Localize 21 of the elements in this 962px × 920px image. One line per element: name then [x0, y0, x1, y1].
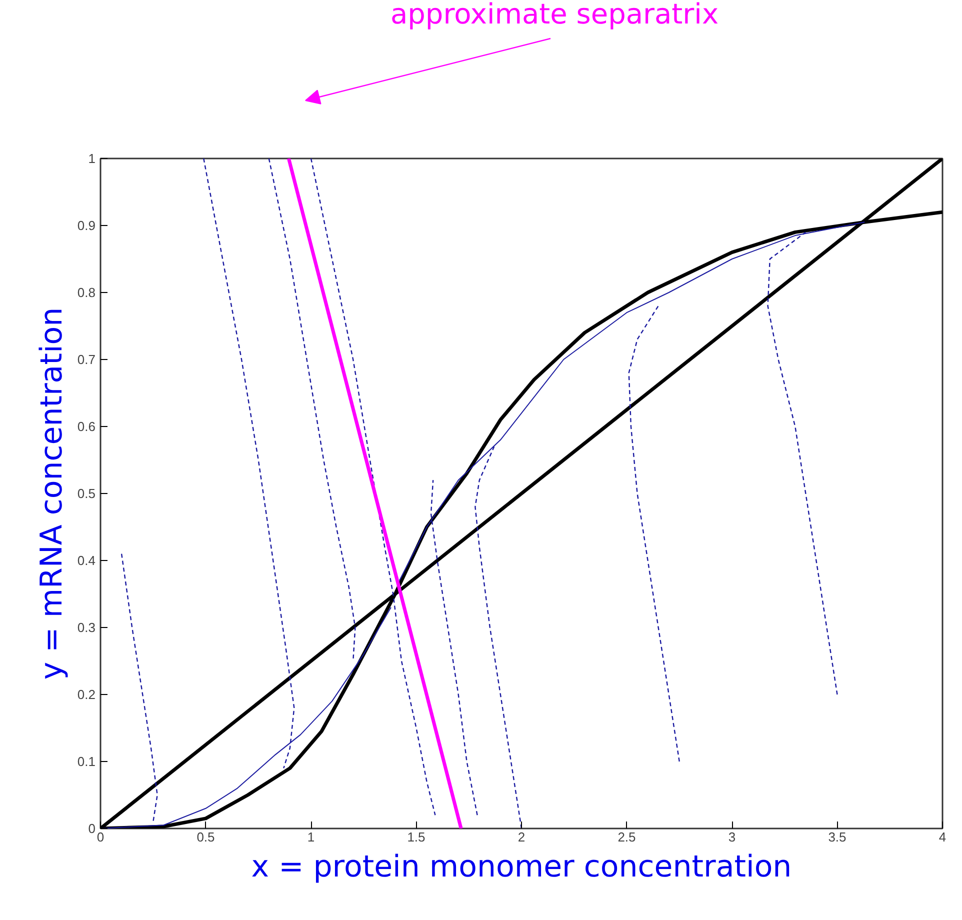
x-tick-label: 1.5: [407, 830, 426, 844]
y-tick-label: 0.9: [77, 218, 96, 233]
x-tick-label: 1: [307, 830, 315, 844]
text: approximate separatrix: [390, 0, 719, 30]
y-tick-label: 0.1: [77, 754, 96, 769]
y-axis-title: y = mRNA concentration: [34, 307, 70, 680]
y-tick-label: 0.7: [77, 352, 96, 367]
x-axis-title: x = protein monomer concentration: [251, 850, 792, 884]
x-tick-label: 3: [728, 830, 736, 844]
y-tick-label: 1: [88, 151, 96, 166]
y-tick-label: 0.4: [77, 553, 96, 568]
x-tick-label: 2.5: [618, 830, 636, 844]
y-tick-label: 0.3: [77, 620, 96, 635]
x-tick-label: 4: [938, 830, 946, 844]
y-tick-label: 0.2: [77, 687, 96, 702]
x-tick-label: 0.5: [196, 830, 215, 844]
y-tick-label: 0.5: [77, 486, 96, 501]
y-tick-label: 0.8: [77, 285, 96, 300]
y-tick-label: 0.6: [77, 419, 96, 434]
x-tick-label: 3.5: [828, 830, 846, 844]
x-tick-label: 2: [518, 830, 526, 844]
